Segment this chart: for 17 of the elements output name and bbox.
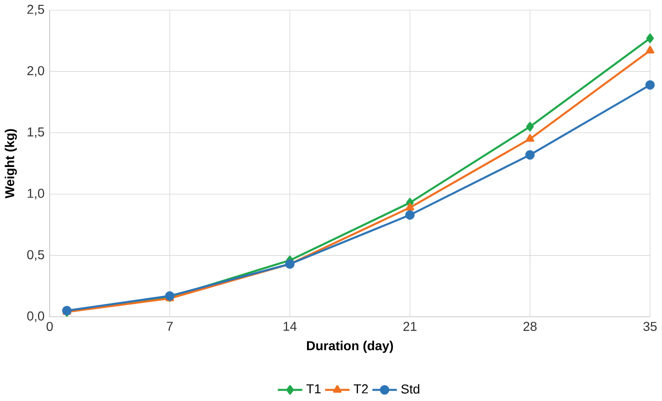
y-tick-label: 0,5 — [27, 250, 44, 261]
y-axis-title: Weight (kg) — [4, 128, 17, 198]
x-axis-title: Duration (day) — [307, 340, 393, 353]
x-tick-label: 0 — [46, 322, 53, 331]
x-tick-label: 21 — [403, 322, 416, 331]
y-tick-label: 0,0 — [27, 311, 44, 322]
legend-label: Std — [401, 384, 420, 394]
x-tick-label: 28 — [523, 322, 537, 331]
y-tick-label: 2,5 — [27, 4, 44, 16]
x-tick-label: 14 — [284, 322, 297, 331]
y-tick-label: 1,0 — [28, 188, 44, 200]
x-tick-label: 7 — [166, 322, 173, 331]
y-tick-label: 1,5 — [28, 127, 44, 138]
y-tick-label: 2,0 — [27, 66, 44, 77]
legend-label: T2 — [354, 384, 368, 394]
legend-label: T1 — [306, 384, 321, 394]
x-tick-label: 35 — [643, 322, 657, 331]
